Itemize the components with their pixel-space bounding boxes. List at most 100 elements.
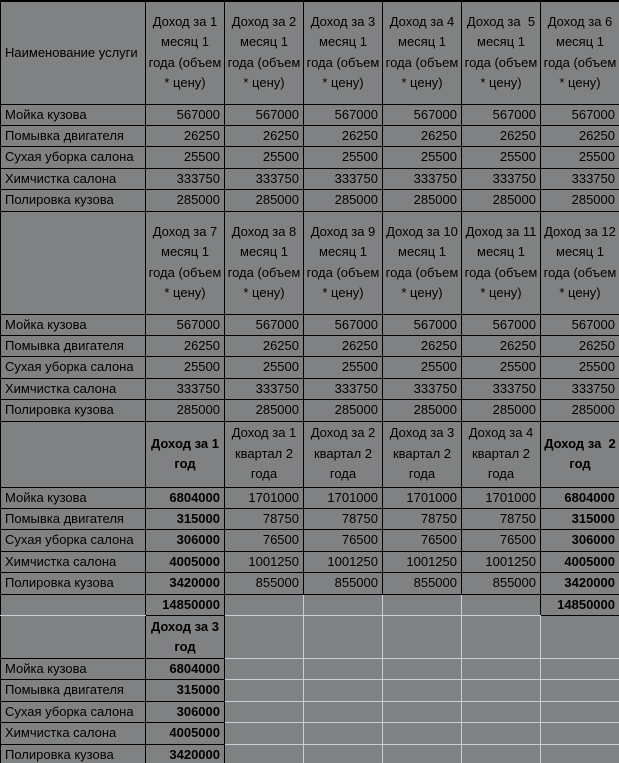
- quarterly-value-cell[interactable]: 76500: [461, 529, 541, 552]
- quarterly-value-cell[interactable]: 1001250: [382, 551, 462, 574]
- monthly-value-cell[interactable]: 25500: [382, 356, 462, 379]
- empty-cell[interactable]: [0, 615, 146, 659]
- quarterly-value-cell[interactable]: 1001250: [461, 551, 541, 574]
- monthly-value-cell[interactable]: 567000: [303, 314, 383, 336]
- month-header-cell[interactable]: Доход за 2 месяц 1 года (объем * цену): [224, 1, 304, 105]
- quarterly-value-cell[interactable]: 78750: [382, 508, 462, 531]
- year2-total-cell[interactable]: 315000: [540, 508, 619, 531]
- quarterly-value-cell[interactable]: 76500: [303, 529, 383, 552]
- quarterly-value-cell[interactable]: 1701000: [461, 487, 541, 509]
- year3-total-cell[interactable]: 315000: [145, 679, 225, 702]
- month-header-cell[interactable]: Доход за 12 месяц 1 года (объем * цену): [540, 211, 619, 315]
- monthly-value-cell[interactable]: 567000: [145, 314, 225, 336]
- monthly-value-cell[interactable]: 333750: [540, 378, 619, 401]
- monthly-value-cell[interactable]: 25500: [382, 146, 462, 169]
- empty-cell[interactable]: [461, 744, 541, 763]
- year3-header-cell[interactable]: Доход за 3 год: [145, 615, 225, 659]
- monthly-value-cell[interactable]: 567000: [303, 104, 383, 126]
- year2-total-cell[interactable]: 306000: [540, 529, 619, 552]
- empty-cell[interactable]: [303, 744, 383, 763]
- empty-cell[interactable]: [540, 658, 619, 681]
- monthly-value-cell[interactable]: 25500: [145, 356, 225, 379]
- monthly-value-cell[interactable]: 285000: [303, 399, 383, 422]
- empty-cell[interactable]: [382, 615, 462, 659]
- monthly-value-cell[interactable]: 26250: [145, 125, 225, 148]
- empty-cell[interactable]: [303, 615, 383, 659]
- corner-header-cell[interactable]: Наименование услуги: [0, 1, 146, 105]
- month-header-cell[interactable]: Доход за 11 месяц 1 года (объем * цену): [461, 211, 541, 315]
- monthly-value-cell[interactable]: 25500: [461, 356, 541, 379]
- monthly-value-cell[interactable]: 567000: [461, 104, 541, 126]
- empty-cell[interactable]: [382, 679, 462, 702]
- quarterly-value-cell[interactable]: 855000: [382, 572, 462, 595]
- year3-total-cell[interactable]: 3420000: [145, 744, 225, 763]
- empty-cell[interactable]: [224, 594, 304, 617]
- monthly-value-cell[interactable]: 285000: [382, 399, 462, 422]
- empty-cell[interactable]: [382, 722, 462, 745]
- monthly-value-cell[interactable]: 25500: [461, 146, 541, 169]
- monthly-value-cell[interactable]: 567000: [382, 314, 462, 336]
- service-name-cell[interactable]: Сухая уборка салона: [0, 146, 146, 169]
- service-name-cell[interactable]: Помывка двигателя: [0, 335, 146, 358]
- empty-cell[interactable]: [0, 421, 146, 488]
- service-name-cell[interactable]: Химчистка салона: [0, 551, 146, 574]
- service-name-cell[interactable]: Мойка кузова: [0, 487, 146, 509]
- empty-cell[interactable]: [461, 722, 541, 745]
- service-name-cell[interactable]: Мойка кузова: [0, 314, 146, 336]
- year3-total-cell[interactable]: 306000: [145, 701, 225, 724]
- monthly-value-cell[interactable]: 25500: [224, 356, 304, 379]
- month-header-cell[interactable]: Доход за 3 месяц 1 года (объем * цену): [303, 1, 383, 105]
- monthly-value-cell[interactable]: 567000: [224, 314, 304, 336]
- monthly-value-cell[interactable]: 333750: [540, 168, 619, 191]
- empty-cell[interactable]: [540, 615, 619, 659]
- empty-cell[interactable]: [461, 658, 541, 681]
- monthly-value-cell[interactable]: 285000: [540, 189, 619, 212]
- monthly-value-cell[interactable]: 285000: [382, 189, 462, 212]
- empty-cell[interactable]: [303, 722, 383, 745]
- empty-cell[interactable]: [461, 615, 541, 659]
- monthly-value-cell[interactable]: 285000: [540, 399, 619, 422]
- monthly-value-cell[interactable]: 333750: [461, 168, 541, 191]
- monthly-value-cell[interactable]: 26250: [224, 335, 304, 358]
- empty-cell[interactable]: [224, 701, 304, 724]
- service-name-cell[interactable]: Помывка двигателя: [0, 508, 146, 531]
- quarterly-value-cell[interactable]: 76500: [382, 529, 462, 552]
- monthly-value-cell[interactable]: 26250: [461, 125, 541, 148]
- month-header-cell[interactable]: Доход за 4 месяц 1 года (объем * цену): [382, 1, 462, 105]
- quarterly-value-cell[interactable]: 78750: [224, 508, 304, 531]
- service-name-cell[interactable]: Помывка двигателя: [0, 679, 146, 702]
- month-header-cell[interactable]: Доход за 5 месяц 1 года (объем * цену): [461, 1, 541, 105]
- monthly-value-cell[interactable]: 333750: [382, 168, 462, 191]
- year3-total-cell[interactable]: 6804000: [145, 658, 225, 681]
- quarter-header-cell[interactable]: Доход за 1 квартал 2 года: [224, 421, 304, 488]
- monthly-value-cell[interactable]: 285000: [145, 189, 225, 212]
- monthly-value-cell[interactable]: 567000: [461, 314, 541, 336]
- monthly-value-cell[interactable]: 333750: [461, 378, 541, 401]
- empty-cell[interactable]: [224, 658, 304, 681]
- quarterly-value-cell[interactable]: 78750: [461, 508, 541, 531]
- empty-cell[interactable]: [0, 594, 146, 617]
- monthly-value-cell[interactable]: 285000: [145, 399, 225, 422]
- empty-cell[interactable]: [540, 679, 619, 702]
- monthly-value-cell[interactable]: 285000: [224, 189, 304, 212]
- empty-cell[interactable]: [224, 722, 304, 745]
- monthly-value-cell[interactable]: 567000: [540, 104, 619, 126]
- year1-header-cell[interactable]: Доход за 1 год: [145, 421, 225, 488]
- empty-cell[interactable]: [461, 701, 541, 724]
- monthly-value-cell[interactable]: 25500: [303, 356, 383, 379]
- monthly-value-cell[interactable]: 26250: [461, 335, 541, 358]
- grand-total-cell[interactable]: 14850000: [145, 594, 225, 617]
- monthly-value-cell[interactable]: 333750: [145, 168, 225, 191]
- monthly-value-cell[interactable]: 567000: [382, 104, 462, 126]
- quarterly-value-cell[interactable]: 855000: [303, 572, 383, 595]
- service-name-cell[interactable]: Сухая уборка салона: [0, 356, 146, 379]
- monthly-value-cell[interactable]: 26250: [303, 125, 383, 148]
- empty-cell[interactable]: [382, 744, 462, 763]
- monthly-value-cell[interactable]: 25500: [145, 146, 225, 169]
- quarterly-value-cell[interactable]: 76500: [224, 529, 304, 552]
- monthly-value-cell[interactable]: 567000: [224, 104, 304, 126]
- empty-cell[interactable]: [540, 744, 619, 763]
- monthly-value-cell[interactable]: 26250: [145, 335, 225, 358]
- empty-cell[interactable]: [224, 744, 304, 763]
- empty-cell[interactable]: [303, 701, 383, 724]
